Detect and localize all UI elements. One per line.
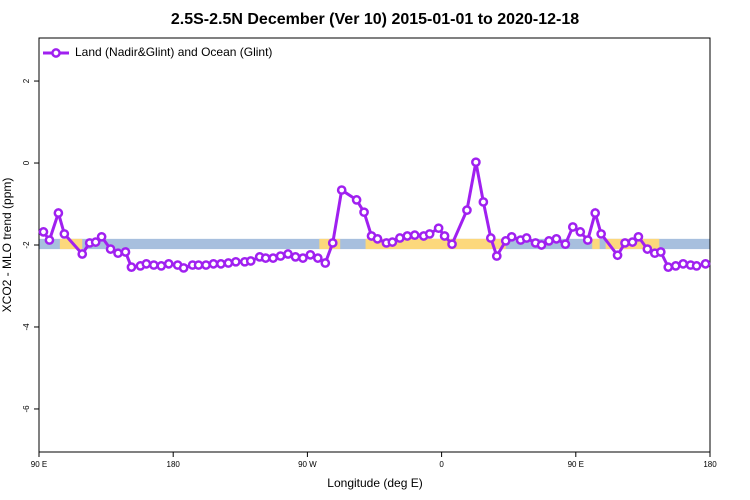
y-tick-label: 0 — [22, 160, 31, 165]
x-tick-label: 0 — [439, 460, 444, 469]
data-point — [372, 234, 383, 244]
y-tick-label: -2 — [22, 241, 31, 249]
data-point — [433, 223, 444, 234]
data-point — [245, 256, 256, 266]
data-point — [560, 239, 571, 250]
data-point — [620, 238, 630, 248]
data-point — [44, 235, 55, 245]
data-point — [612, 250, 623, 261]
data-point — [77, 249, 88, 259]
chart-title: 2.5S-2.5N December (Ver 10) 2015-01-01 t… — [171, 11, 579, 28]
data-point — [590, 208, 601, 218]
land-band — [592, 238, 600, 250]
data-point — [691, 261, 702, 271]
data-point — [663, 262, 674, 272]
data-point — [105, 244, 116, 254]
data-point — [283, 249, 293, 259]
data-point — [126, 262, 137, 272]
data-point — [439, 231, 450, 241]
data-point — [230, 256, 241, 267]
data-point — [478, 197, 489, 207]
data-point — [575, 227, 586, 237]
x-tick-label: 180 — [167, 460, 181, 469]
data-point — [275, 251, 286, 261]
data-point — [567, 222, 578, 232]
y-tick-label: -6 — [22, 405, 31, 413]
data-point — [90, 237, 101, 247]
x-tick-label: 180 — [703, 460, 717, 469]
y-tick-label: 2 — [22, 78, 31, 83]
data-point — [113, 248, 123, 259]
data-point — [201, 260, 211, 270]
data-point — [700, 259, 711, 269]
data-point — [148, 260, 159, 270]
data-point — [670, 261, 681, 271]
data-point — [327, 238, 338, 248]
data-point — [163, 259, 174, 269]
data-point — [551, 234, 562, 244]
data-point — [596, 229, 606, 239]
data-point — [359, 207, 369, 218]
data-point — [521, 233, 532, 243]
x-tick-label: 90 E — [31, 460, 47, 469]
data-point — [216, 259, 226, 269]
data-point — [260, 253, 271, 263]
data-point — [536, 240, 547, 250]
data-point — [290, 252, 301, 262]
data-point — [506, 231, 517, 242]
data-point — [141, 259, 152, 269]
data-point — [582, 235, 593, 245]
data-point — [462, 205, 472, 216]
x-tick-label: 90 E — [568, 460, 584, 469]
data-point — [320, 258, 331, 268]
land-band — [59, 238, 83, 250]
data-point — [156, 261, 167, 271]
data-point — [268, 253, 278, 263]
legend-marker — [51, 48, 61, 58]
data-point — [402, 231, 413, 241]
data-point — [53, 208, 64, 218]
data-point — [305, 249, 316, 260]
data-point — [59, 229, 70, 239]
data-point — [387, 237, 398, 247]
data-point — [336, 185, 347, 195]
land-band — [365, 238, 506, 250]
y-axis-label: XCO2 - MLO trend (ppm) — [0, 178, 14, 313]
data-point — [298, 253, 308, 263]
data-point — [409, 230, 420, 241]
data-point — [351, 195, 362, 205]
data-point — [627, 237, 638, 247]
data-point — [223, 258, 234, 268]
data-point — [447, 239, 457, 250]
series-line — [42, 161, 706, 270]
data-point — [655, 247, 666, 257]
x-axis-label: Longitude (deg E) — [327, 476, 422, 490]
data-point — [178, 263, 189, 273]
data-point — [642, 244, 653, 254]
data-point — [120, 247, 131, 257]
y-tick-label: -4 — [22, 323, 31, 331]
data-point — [471, 157, 481, 168]
legend-label: Land (Nadir&Glint) and Ocean (Glint) — [75, 45, 272, 59]
data-point — [394, 233, 405, 243]
data-point — [312, 253, 323, 263]
data-point — [491, 251, 502, 261]
data-point — [424, 229, 435, 239]
x-tick-label: 90 W — [298, 460, 317, 469]
data-point — [193, 260, 204, 270]
data-point — [96, 231, 107, 242]
data-point — [485, 233, 496, 243]
data-point — [678, 259, 689, 269]
data-point — [633, 231, 644, 242]
data-point — [208, 259, 219, 269]
data-point — [544, 236, 554, 246]
data-point — [38, 227, 49, 237]
